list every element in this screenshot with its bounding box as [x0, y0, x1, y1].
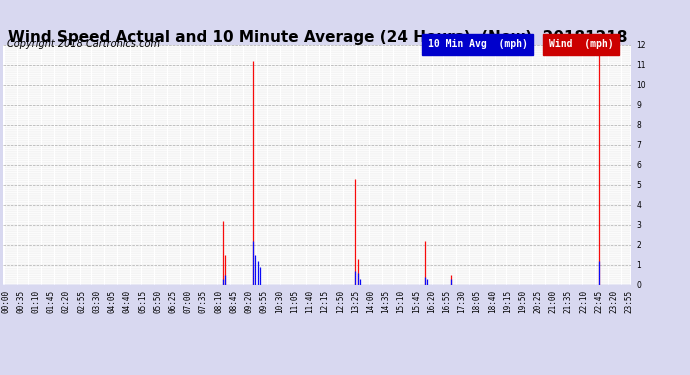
- Title: Wind Speed Actual and 10 Minute Average (24 Hours)  (New)  20181218: Wind Speed Actual and 10 Minute Average …: [8, 30, 627, 45]
- Text: Wind  (mph): Wind (mph): [549, 39, 613, 50]
- Text: Copyright 2018 Cartronics.com: Copyright 2018 Cartronics.com: [7, 39, 160, 50]
- Text: 10 Min Avg  (mph): 10 Min Avg (mph): [428, 39, 528, 50]
